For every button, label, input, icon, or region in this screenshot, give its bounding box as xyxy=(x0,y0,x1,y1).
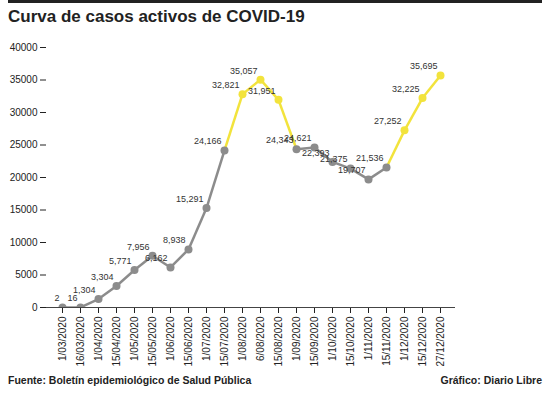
svg-text:27,252: 27,252 xyxy=(374,116,402,126)
svg-text:15/08/2020: 15/08/2020 xyxy=(273,316,284,366)
svg-text:15/10/2020: 15/10/2020 xyxy=(345,316,356,366)
svg-text:3,304: 3,304 xyxy=(91,272,114,282)
svg-text:10000: 10000 xyxy=(10,237,38,248)
svg-text:24,621: 24,621 xyxy=(284,133,312,143)
svg-text:19,707: 19,707 xyxy=(338,165,366,175)
html-text:Curva de casos activos de COVI: Curva de casos activos de COVID-19 xyxy=(8,7,305,26)
svg-text:1,304: 1,304 xyxy=(73,285,96,295)
svg-text:7,956: 7,956 xyxy=(127,242,150,252)
svg-text:21,375: 21,375 xyxy=(320,154,348,164)
svg-text:2: 2 xyxy=(54,293,59,303)
svg-text:15/07/2020: 15/07/2020 xyxy=(219,316,230,366)
svg-text:32,821: 32,821 xyxy=(212,80,240,90)
svg-text:21,536: 21,536 xyxy=(356,153,384,163)
svg-text:35000: 35000 xyxy=(10,74,38,85)
svg-text:1/10/2020: 1/10/2020 xyxy=(327,316,338,361)
svg-text:40000: 40000 xyxy=(10,42,38,53)
svg-text:1/06/2020: 1/06/2020 xyxy=(165,316,176,361)
svg-text:15/04/2020: 15/04/2020 xyxy=(111,316,122,366)
svg-text:8,938: 8,938 xyxy=(163,235,186,245)
svg-text:20000: 20000 xyxy=(10,172,38,183)
svg-text:24,166: 24,166 xyxy=(194,136,222,146)
svg-text:25000: 25000 xyxy=(10,139,38,150)
svg-text:1/03/2020: 1/03/2020 xyxy=(57,316,68,361)
svg-text:30000: 30000 xyxy=(10,107,38,118)
svg-text:1/09/2020: 1/09/2020 xyxy=(291,316,302,361)
svg-text:6,162: 6,162 xyxy=(145,253,168,263)
svg-text:1/12/2020: 1/12/2020 xyxy=(399,316,410,361)
svg-text:15000: 15000 xyxy=(10,204,38,215)
svg-text:27/12/2020: 27/12/2020 xyxy=(435,316,446,366)
svg-text:15,291: 15,291 xyxy=(176,194,204,204)
svg-text:15/05/2020: 15/05/2020 xyxy=(147,316,158,366)
svg-text:1/11/2020: 1/11/2020 xyxy=(363,316,374,360)
svg-text:31,951: 31,951 xyxy=(248,86,276,96)
html-text:Fuente: Boletín epidemiológico: Fuente: Boletín epidemiológico de Salud … xyxy=(8,374,252,386)
svg-text:15/09/2020: 15/09/2020 xyxy=(309,316,320,366)
svg-text:35,695: 35,695 xyxy=(410,61,438,71)
svg-text:1/07/2020: 1/07/2020 xyxy=(201,316,212,361)
svg-text:1/04/2020: 1/04/2020 xyxy=(93,316,104,361)
svg-text:32,225: 32,225 xyxy=(392,84,420,94)
svg-text:15/11/2020: 15/11/2020 xyxy=(381,316,392,366)
svg-text:15/06/2020: 15/06/2020 xyxy=(183,316,194,366)
svg-text:5,771: 5,771 xyxy=(109,256,132,266)
svg-text:16: 16 xyxy=(67,293,78,304)
svg-text:5000: 5000 xyxy=(15,269,38,280)
svg-text:6/08/2020: 6/08/2020 xyxy=(255,316,266,361)
svg-text:22,393: 22,393 xyxy=(302,147,330,158)
svg-text:15/12/2020: 15/12/2020 xyxy=(417,316,428,366)
svg-text:1/05/2020: 1/05/2020 xyxy=(129,316,140,361)
html-text:Gráfico: Diario Libre: Gráfico: Diario Libre xyxy=(440,374,542,386)
svg-text:16/03/2020: 16/03/2020 xyxy=(75,316,86,366)
svg-text:0: 0 xyxy=(32,302,38,313)
svg-text:24,343: 24,343 xyxy=(266,135,294,146)
svg-text:1/08/2020: 1/08/2020 xyxy=(237,316,248,361)
svg-text:35,057: 35,057 xyxy=(230,66,258,76)
